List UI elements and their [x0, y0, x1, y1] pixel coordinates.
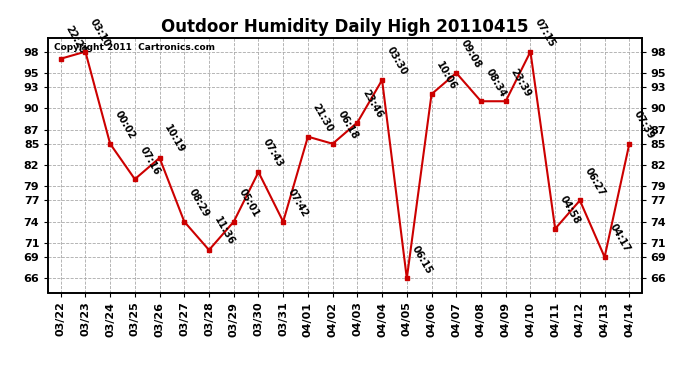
Text: 07:43: 07:43 — [262, 138, 286, 169]
Text: 07:15: 07:15 — [533, 17, 558, 49]
Text: 07:16: 07:16 — [137, 144, 161, 176]
Text: 10:19: 10:19 — [162, 123, 186, 155]
Text: 07:42: 07:42 — [286, 187, 310, 219]
Title: Outdoor Humidity Daily High 20110415: Outdoor Humidity Daily High 20110415 — [161, 18, 529, 36]
Text: Copyright 2011  Cartronics.com: Copyright 2011 Cartronics.com — [55, 43, 215, 52]
Text: 00:02: 00:02 — [113, 109, 137, 141]
Text: 06:18: 06:18 — [335, 109, 359, 141]
Text: 07:39: 07:39 — [632, 109, 656, 141]
Text: 06:15: 06:15 — [410, 244, 434, 276]
Text: 06:27: 06:27 — [582, 166, 607, 198]
Text: 04:17: 04:17 — [607, 222, 631, 254]
Text: 09:08: 09:08 — [459, 38, 483, 70]
Text: 03:30: 03:30 — [385, 45, 409, 77]
Text: 05:01: 05:01 — [237, 187, 261, 219]
Text: 08:29: 08:29 — [187, 187, 211, 219]
Text: 11:36: 11:36 — [212, 215, 236, 247]
Text: 21:30: 21:30 — [310, 102, 335, 134]
Text: 10:06: 10:06 — [434, 60, 458, 92]
Text: 04:58: 04:58 — [558, 194, 582, 226]
Text: 23:39: 23:39 — [509, 67, 533, 99]
Text: 03:10: 03:10 — [88, 17, 112, 49]
Text: 23:46: 23:46 — [360, 88, 384, 120]
Text: 08:34: 08:34 — [484, 66, 508, 99]
Text: 22:29: 22:29 — [63, 24, 88, 56]
